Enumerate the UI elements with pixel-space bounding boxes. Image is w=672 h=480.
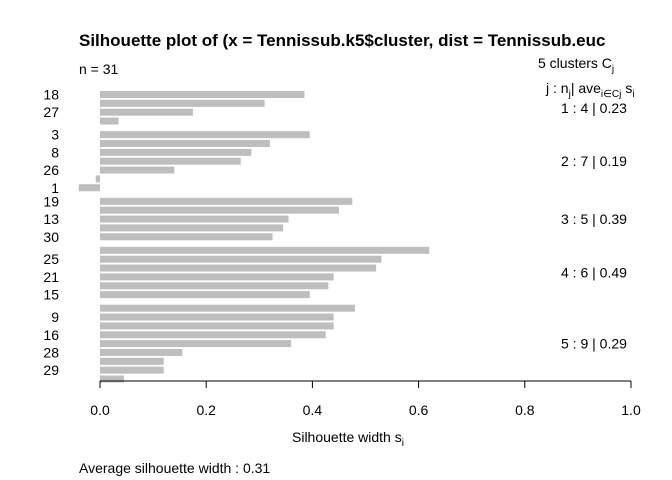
silhouette-bar [100, 291, 310, 299]
silhouette-bar [100, 131, 310, 139]
silhouette-bar [100, 282, 329, 290]
observation-label: 19 [43, 193, 59, 209]
observation-label: 9 [51, 309, 59, 325]
observation-label: 8 [51, 144, 59, 160]
x-tick-label: 1.0 [621, 402, 641, 418]
observation-label: 29 [43, 362, 59, 378]
cluster-summary-label: 1 : 4 | 0.23 [561, 100, 627, 116]
columns-header-sub: j [568, 89, 571, 100]
clusters-header: 5 clusters Cj [538, 55, 614, 75]
observation-label: 30 [43, 229, 59, 245]
silhouette-bar [100, 304, 355, 312]
columns-header-label: j : n [545, 80, 569, 96]
x-tick-label: 0.0 [90, 402, 110, 418]
silhouette-bar [100, 246, 430, 254]
x-axis-ticks: 0.0 0.2 0.4 0.6 0.8 1.0 [90, 381, 641, 418]
x-axis-label-sub: i [402, 438, 404, 449]
clusters-header-sub: j [611, 64, 614, 75]
observation-label: 26 [43, 162, 59, 178]
silhouette-bar [100, 348, 183, 356]
observation-label: 15 [43, 287, 59, 303]
silhouette-bar [100, 157, 241, 165]
silhouette-bar [100, 108, 193, 116]
silhouette-bar [100, 91, 305, 98]
average-silhouette-width: Average silhouette width : 0.31 [79, 460, 270, 476]
silhouette-bar [95, 175, 100, 183]
cluster-labels-group: 1 : 4 | 0.23 2 : 7 | 0.19 3 : 5 | 0.39 4 : … [561, 100, 627, 352]
x-axis-label-text: Silhouette width s [292, 429, 402, 445]
silhouette-bar [100, 273, 334, 281]
silhouette-bar [100, 99, 265, 107]
x-tick-label: 0.2 [196, 402, 216, 418]
silhouette-bar [100, 224, 284, 232]
silhouette-bar [100, 148, 252, 156]
cluster-summary-label: 4 : 6 | 0.49 [561, 264, 627, 280]
x-tick-label: 0.6 [409, 402, 429, 418]
silhouette-bar [100, 255, 382, 263]
silhouette-bar [100, 197, 353, 205]
silhouette-bar [100, 166, 175, 174]
clusters-header-label: 5 clusters C [538, 55, 612, 71]
silhouette-bar [100, 117, 119, 125]
silhouette-bar [100, 233, 273, 241]
silhouette-bar [100, 331, 326, 339]
x-tick-label: 0.8 [515, 402, 535, 418]
silhouette-bar [100, 206, 339, 214]
bars-group [78, 91, 430, 383]
cluster-summary-label: 3 : 5 | 0.39 [561, 211, 627, 227]
silhouette-bar [100, 313, 334, 321]
ave-header-sub: i∈Cj [601, 89, 621, 100]
observation-label: 16 [43, 327, 59, 343]
silhouette-bar [100, 375, 124, 383]
s-header-sub: i [632, 89, 634, 100]
observation-label: 27 [43, 104, 59, 120]
silhouette-bar [78, 184, 100, 192]
silhouette-bar [100, 140, 270, 147]
observation-label: 13 [43, 211, 59, 227]
x-tick-label: 0.4 [303, 402, 323, 418]
observation-label: 25 [43, 251, 59, 267]
observation-label: 3 [51, 127, 59, 143]
cluster-summary-label: 5 : 9 | 0.29 [561, 336, 627, 352]
columns-header: j : nj| avei∈Cj si [545, 80, 635, 100]
x-axis-label: Silhouette width si [292, 429, 404, 449]
silhouette-bar [100, 322, 334, 330]
silhouette-bar [100, 215, 289, 223]
cluster-summary-label: 2 : 7 | 0.19 [561, 153, 627, 169]
s-header-label: s [625, 80, 632, 96]
silhouette-bar [100, 366, 164, 374]
observation-label: 28 [43, 344, 59, 360]
observation-label: 18 [43, 87, 59, 103]
n-label: n = 31 [79, 61, 119, 77]
chart-title: Silhouette plot of (x = Tennissub.k5$clu… [79, 31, 605, 50]
observation-label: 1 [51, 180, 59, 196]
silhouette-bar [100, 340, 292, 348]
silhouette-bar [100, 357, 164, 365]
observation-label: 21 [43, 269, 59, 285]
ave-header-label: | ave [571, 80, 601, 96]
silhouette-bar [100, 264, 377, 272]
